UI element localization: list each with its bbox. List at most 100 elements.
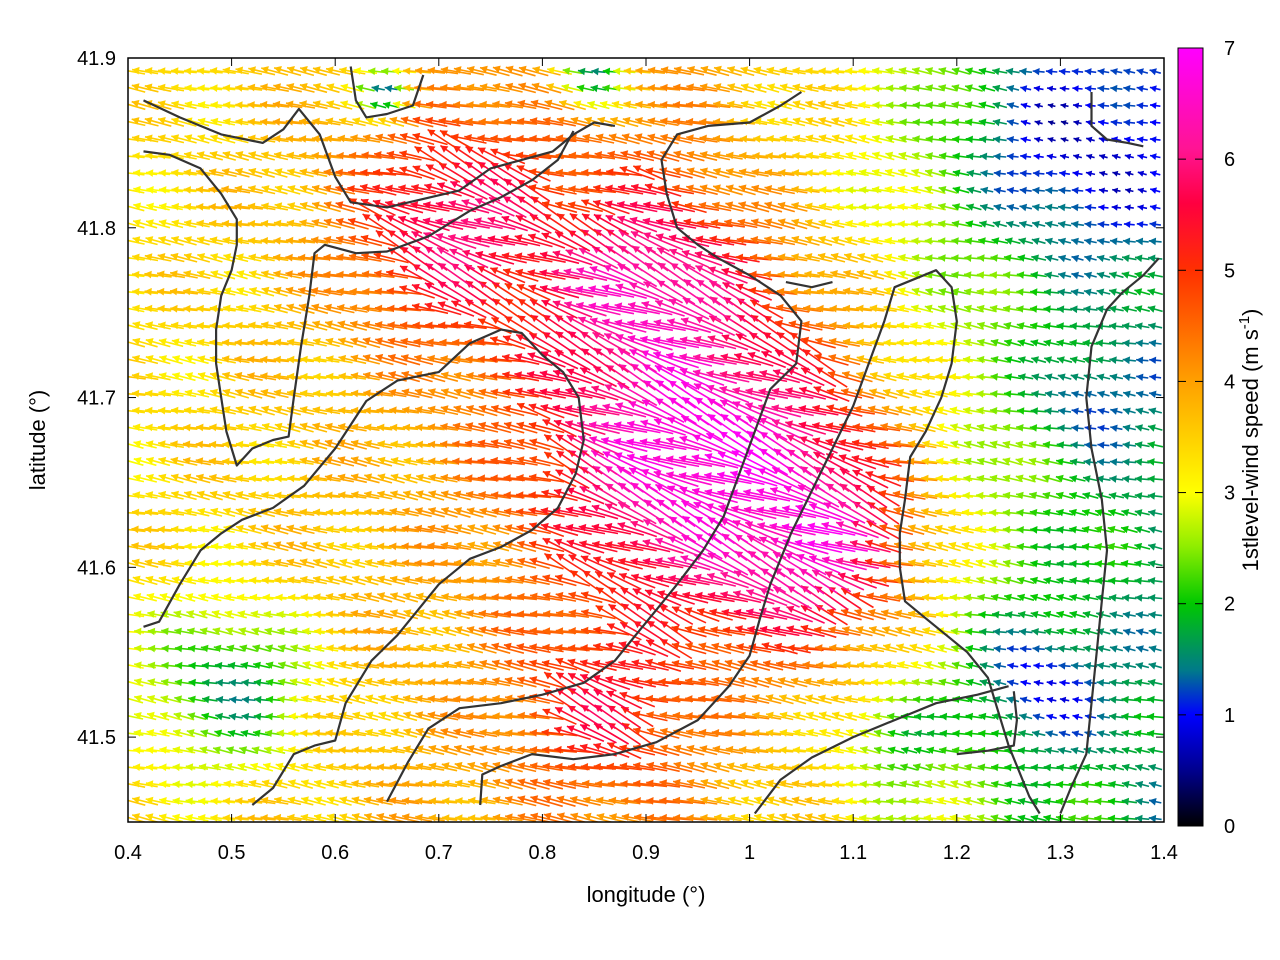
wind-vector-head	[646, 797, 654, 805]
wind-vector-head	[805, 694, 814, 702]
wind-vector-head	[453, 711, 461, 720]
wind-vector-head	[832, 711, 840, 719]
wind-vector-head	[146, 746, 154, 754]
wind-vector-head	[1044, 746, 1052, 755]
wind-vector-head	[505, 795, 513, 804]
wind-vector-head	[1058, 730, 1067, 738]
wind-vector-head	[454, 643, 463, 651]
wind-vector-head	[187, 627, 195, 635]
wind-vector-head	[659, 796, 667, 805]
wind-vector-head	[365, 711, 374, 719]
wind-vector-head	[517, 745, 525, 754]
wind-vector-head	[517, 729, 525, 737]
wind-vector-head	[1046, 662, 1053, 670]
wind-vector-head	[454, 761, 463, 770]
wind-vector-head	[428, 762, 437, 770]
wind-vector-head	[779, 746, 787, 754]
wind-vector-head	[504, 676, 513, 685]
wind-vector-head	[1017, 763, 1025, 772]
wind-vector-head	[1096, 645, 1105, 653]
wind-vector-head	[480, 814, 488, 822]
wind-vector-head	[924, 661, 932, 669]
wind-vector-head	[1096, 662, 1105, 670]
wind-vector-head	[1148, 645, 1157, 653]
wind-vector-head	[128, 661, 129, 663]
wind-vector-head	[619, 762, 628, 770]
wind-vector-head	[605, 642, 614, 650]
wind-vector-head	[147, 694, 156, 703]
wind-vector-head	[119, 407, 126, 415]
wind-vector-head	[251, 746, 260, 754]
wind-vector-head	[415, 727, 424, 736]
wind-vector-head	[517, 813, 526, 821]
wind-vector-head	[119, 542, 127, 550]
wind-vector-head	[1056, 763, 1065, 772]
wind-vector-head	[595, 780, 603, 788]
wind-vector-head	[754, 796, 762, 804]
wind-vector-head	[992, 628, 1001, 636]
wind-vector-head	[1005, 712, 1014, 721]
wind-vector-head	[415, 797, 423, 805]
wind-vector-head	[1133, 712, 1142, 721]
wind-vector-head	[687, 761, 695, 769]
wind-vector-head	[925, 678, 933, 686]
wind-vector-head	[455, 797, 463, 805]
wind-vector-head	[215, 712, 223, 721]
wind-vector-head	[951, 644, 959, 652]
wind-vector-head	[873, 780, 881, 788]
wind-vector-head	[686, 744, 695, 753]
wind-vector-head	[391, 711, 399, 719]
wind-vector-shaft	[128, 766, 145, 770]
wind-vector-head	[874, 746, 882, 754]
wind-vector-head	[314, 660, 323, 669]
wind-vector-head	[1072, 713, 1080, 721]
wind-vector-head	[504, 659, 513, 667]
wind-vector-head	[751, 676, 760, 685]
wind-vector-head	[741, 813, 749, 822]
wind-vector-head	[466, 744, 475, 753]
wind-vector-head	[200, 644, 209, 653]
wind-vector-head	[1136, 628, 1144, 636]
wind-vector-head	[752, 694, 760, 702]
wind-vector-head	[900, 763, 909, 771]
wind-vector-head	[250, 762, 259, 771]
wind-vector-head	[277, 627, 286, 635]
wind-vector-head	[415, 762, 424, 771]
wind-vector-head	[223, 780, 232, 788]
wind-vector-head	[740, 762, 748, 771]
wind-vector-head	[211, 763, 220, 771]
wind-vector-head	[792, 763, 800, 771]
wind-vector-head	[468, 796, 476, 805]
wind-vector-head	[134, 661, 142, 669]
wind-vector-head	[1148, 763, 1157, 772]
wind-vector-head	[966, 678, 974, 687]
wind-vector-head	[479, 712, 487, 720]
wind-vector-head	[791, 796, 800, 804]
wind-vector-head	[440, 727, 449, 736]
wind-vector-head	[363, 796, 372, 804]
wind-vector-head	[172, 797, 180, 805]
wind-vector-head	[120, 305, 128, 313]
wind-vector-head	[725, 745, 734, 754]
wind-vector-head	[442, 779, 450, 788]
wind-vector-head	[480, 796, 489, 805]
wind-vector-head	[530, 812, 539, 821]
wind-vector-head	[936, 796, 945, 805]
wind-vector-head	[633, 779, 641, 788]
wind-vector-head	[1059, 696, 1067, 704]
wind-vector-head	[265, 678, 274, 687]
wind-vector-head	[779, 763, 787, 771]
wind-vector-head	[887, 763, 895, 771]
wind-vector-head	[287, 796, 296, 804]
wind-vector-head	[740, 779, 749, 787]
wind-vector-head	[700, 778, 709, 787]
wind-vector-head	[632, 640, 641, 648]
wind-vector-head	[145, 813, 154, 821]
wind-vector-head	[159, 797, 167, 805]
wind-vector-head	[467, 642, 475, 651]
wind-vector-head	[832, 780, 840, 789]
wind-vector-head	[802, 661, 810, 669]
wind-vector-head	[428, 727, 436, 736]
wind-vector-head	[252, 644, 261, 652]
wind-vector-head	[503, 642, 512, 651]
